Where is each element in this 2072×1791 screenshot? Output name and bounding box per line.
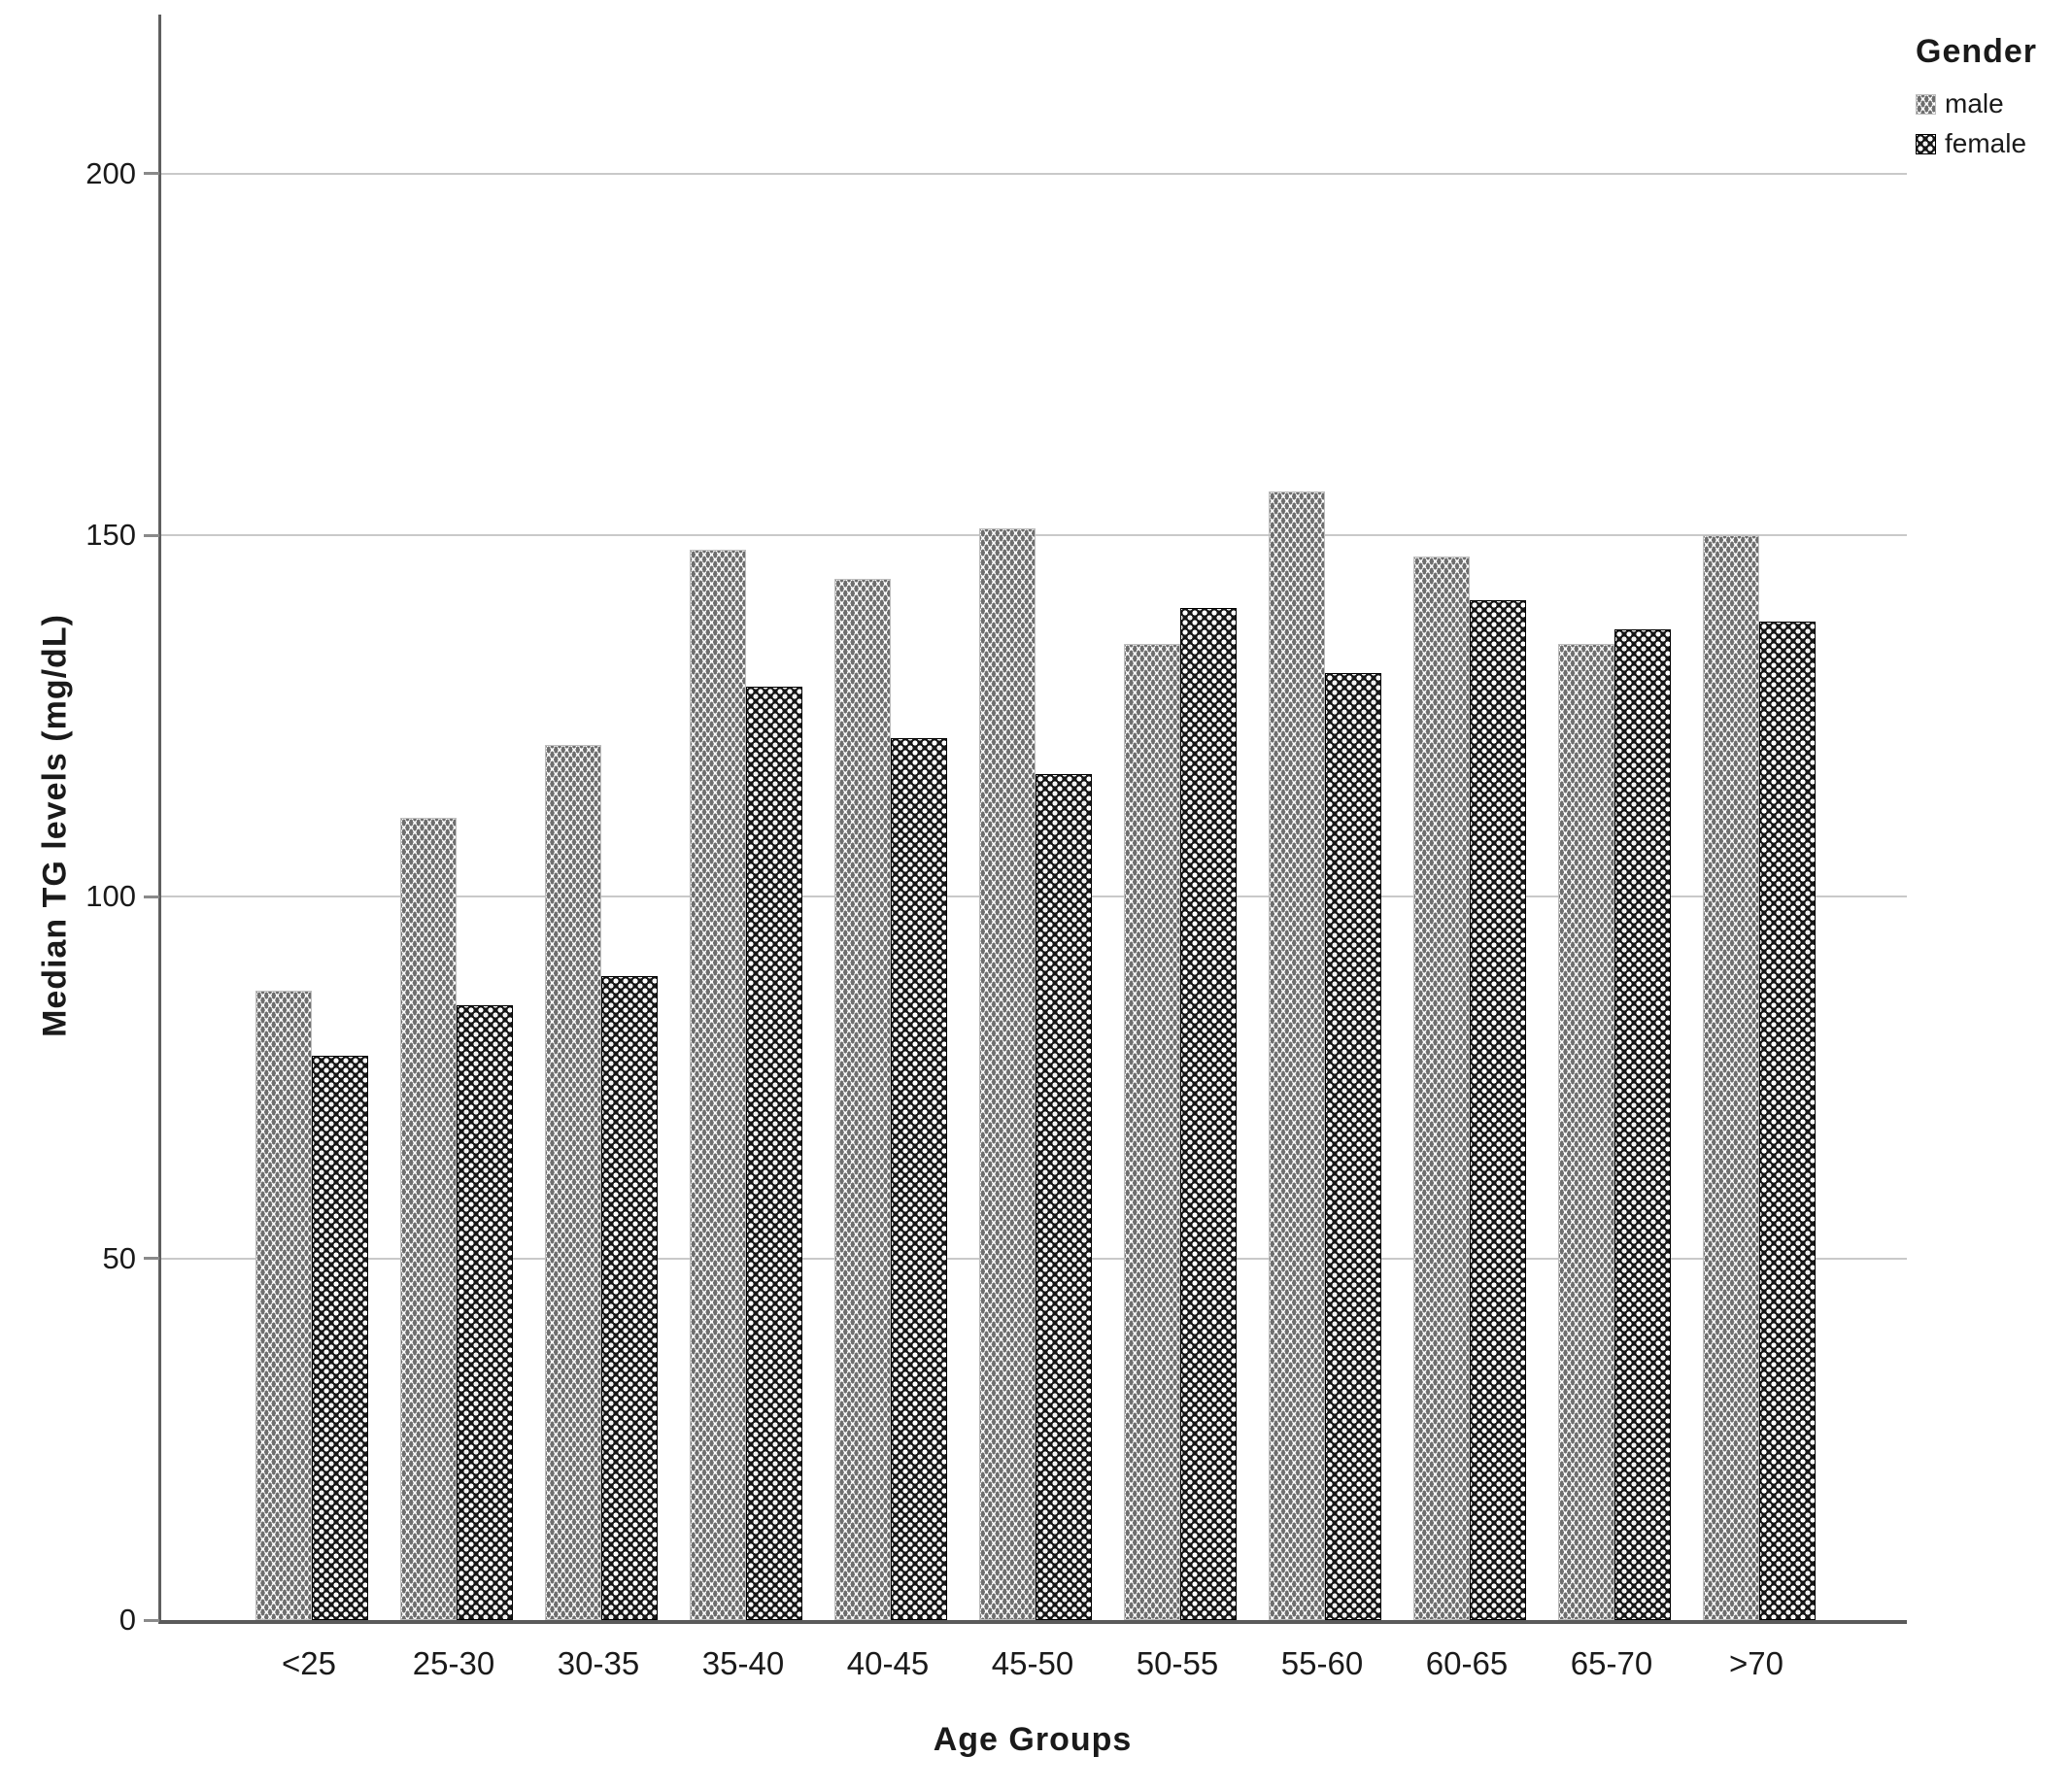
bar-male-40-45 [834, 578, 891, 1620]
bar-female-45-50 [1036, 773, 1092, 1620]
legend-title: Gender [1916, 33, 2038, 70]
y-tick-mark-150 [144, 533, 159, 537]
legend-item-female: female [1916, 128, 2037, 159]
bar-male-35-40 [690, 550, 746, 1620]
legend-label-male: male [1945, 88, 2004, 118]
x-axis-title: Age Groups [933, 1721, 1133, 1758]
y-axis-title: Median TG levels (mg/dL) [36, 614, 74, 1037]
bar-male-50-55 [1124, 643, 1180, 1620]
bar-male-30-35 [545, 745, 601, 1620]
y-tick-mark-50 [144, 1257, 159, 1261]
x-tick-label-60-65: 60-65 [1425, 1645, 1509, 1681]
male-pattern-swatch-icon [1916, 93, 1936, 115]
bar-female-40-45 [891, 737, 947, 1620]
x-tick-label-<25: <25 [282, 1645, 336, 1681]
bar-male->70 [1703, 535, 1759, 1620]
y-tick-label-50: 50 [102, 1240, 136, 1275]
y-tick-label-100: 100 [85, 879, 136, 914]
x-tick-label-30-35: 30-35 [557, 1645, 640, 1681]
plot-area [144, 15, 1907, 1624]
gridline-200 [161, 172, 1907, 175]
bar-male-60-65 [1413, 557, 1470, 1620]
bar-female-<25 [312, 1056, 368, 1620]
bar-female-35-40 [746, 687, 802, 1620]
x-tick-label-50-55: 50-55 [1136, 1645, 1219, 1681]
y-tick-label-0: 0 [119, 1603, 136, 1637]
bar-female->70 [1759, 622, 1816, 1620]
female-pattern-swatch-icon [1916, 133, 1936, 154]
bar-male-55-60 [1269, 491, 1325, 1620]
bar-male-65-70 [1558, 643, 1614, 1620]
legend: Gender male female [1916, 33, 2037, 159]
x-tick-label->70: >70 [1729, 1645, 1783, 1681]
bar-female-65-70 [1614, 628, 1671, 1620]
y-tick-label-200: 200 [85, 155, 136, 190]
bar-male-45-50 [979, 527, 1036, 1620]
y-tick-mark-0 [144, 1618, 159, 1622]
y-tick-label-150: 150 [85, 518, 136, 553]
x-tick-label-55-60: 55-60 [1280, 1645, 1364, 1681]
bar-male-25-30 [400, 817, 457, 1620]
bar-female-60-65 [1470, 600, 1526, 1620]
x-tick-label-65-70: 65-70 [1570, 1645, 1653, 1681]
legend-item-male: male [1916, 88, 2037, 119]
bar-female-50-55 [1180, 607, 1237, 1620]
bar-female-30-35 [601, 976, 658, 1620]
bar-male-<25 [255, 991, 312, 1620]
bar-female-55-60 [1325, 672, 1381, 1620]
x-tick-label-25-30: 25-30 [412, 1645, 495, 1681]
x-tick-label-45-50: 45-50 [991, 1645, 1074, 1681]
x-tick-label-40-45: 40-45 [846, 1645, 930, 1681]
y-tick-mark-200 [144, 172, 159, 176]
y-tick-mark-100 [144, 895, 159, 898]
x-tick-label-35-40: 35-40 [701, 1645, 785, 1681]
legend-label-female: female [1945, 128, 2027, 158]
bar-female-25-30 [457, 1005, 513, 1620]
